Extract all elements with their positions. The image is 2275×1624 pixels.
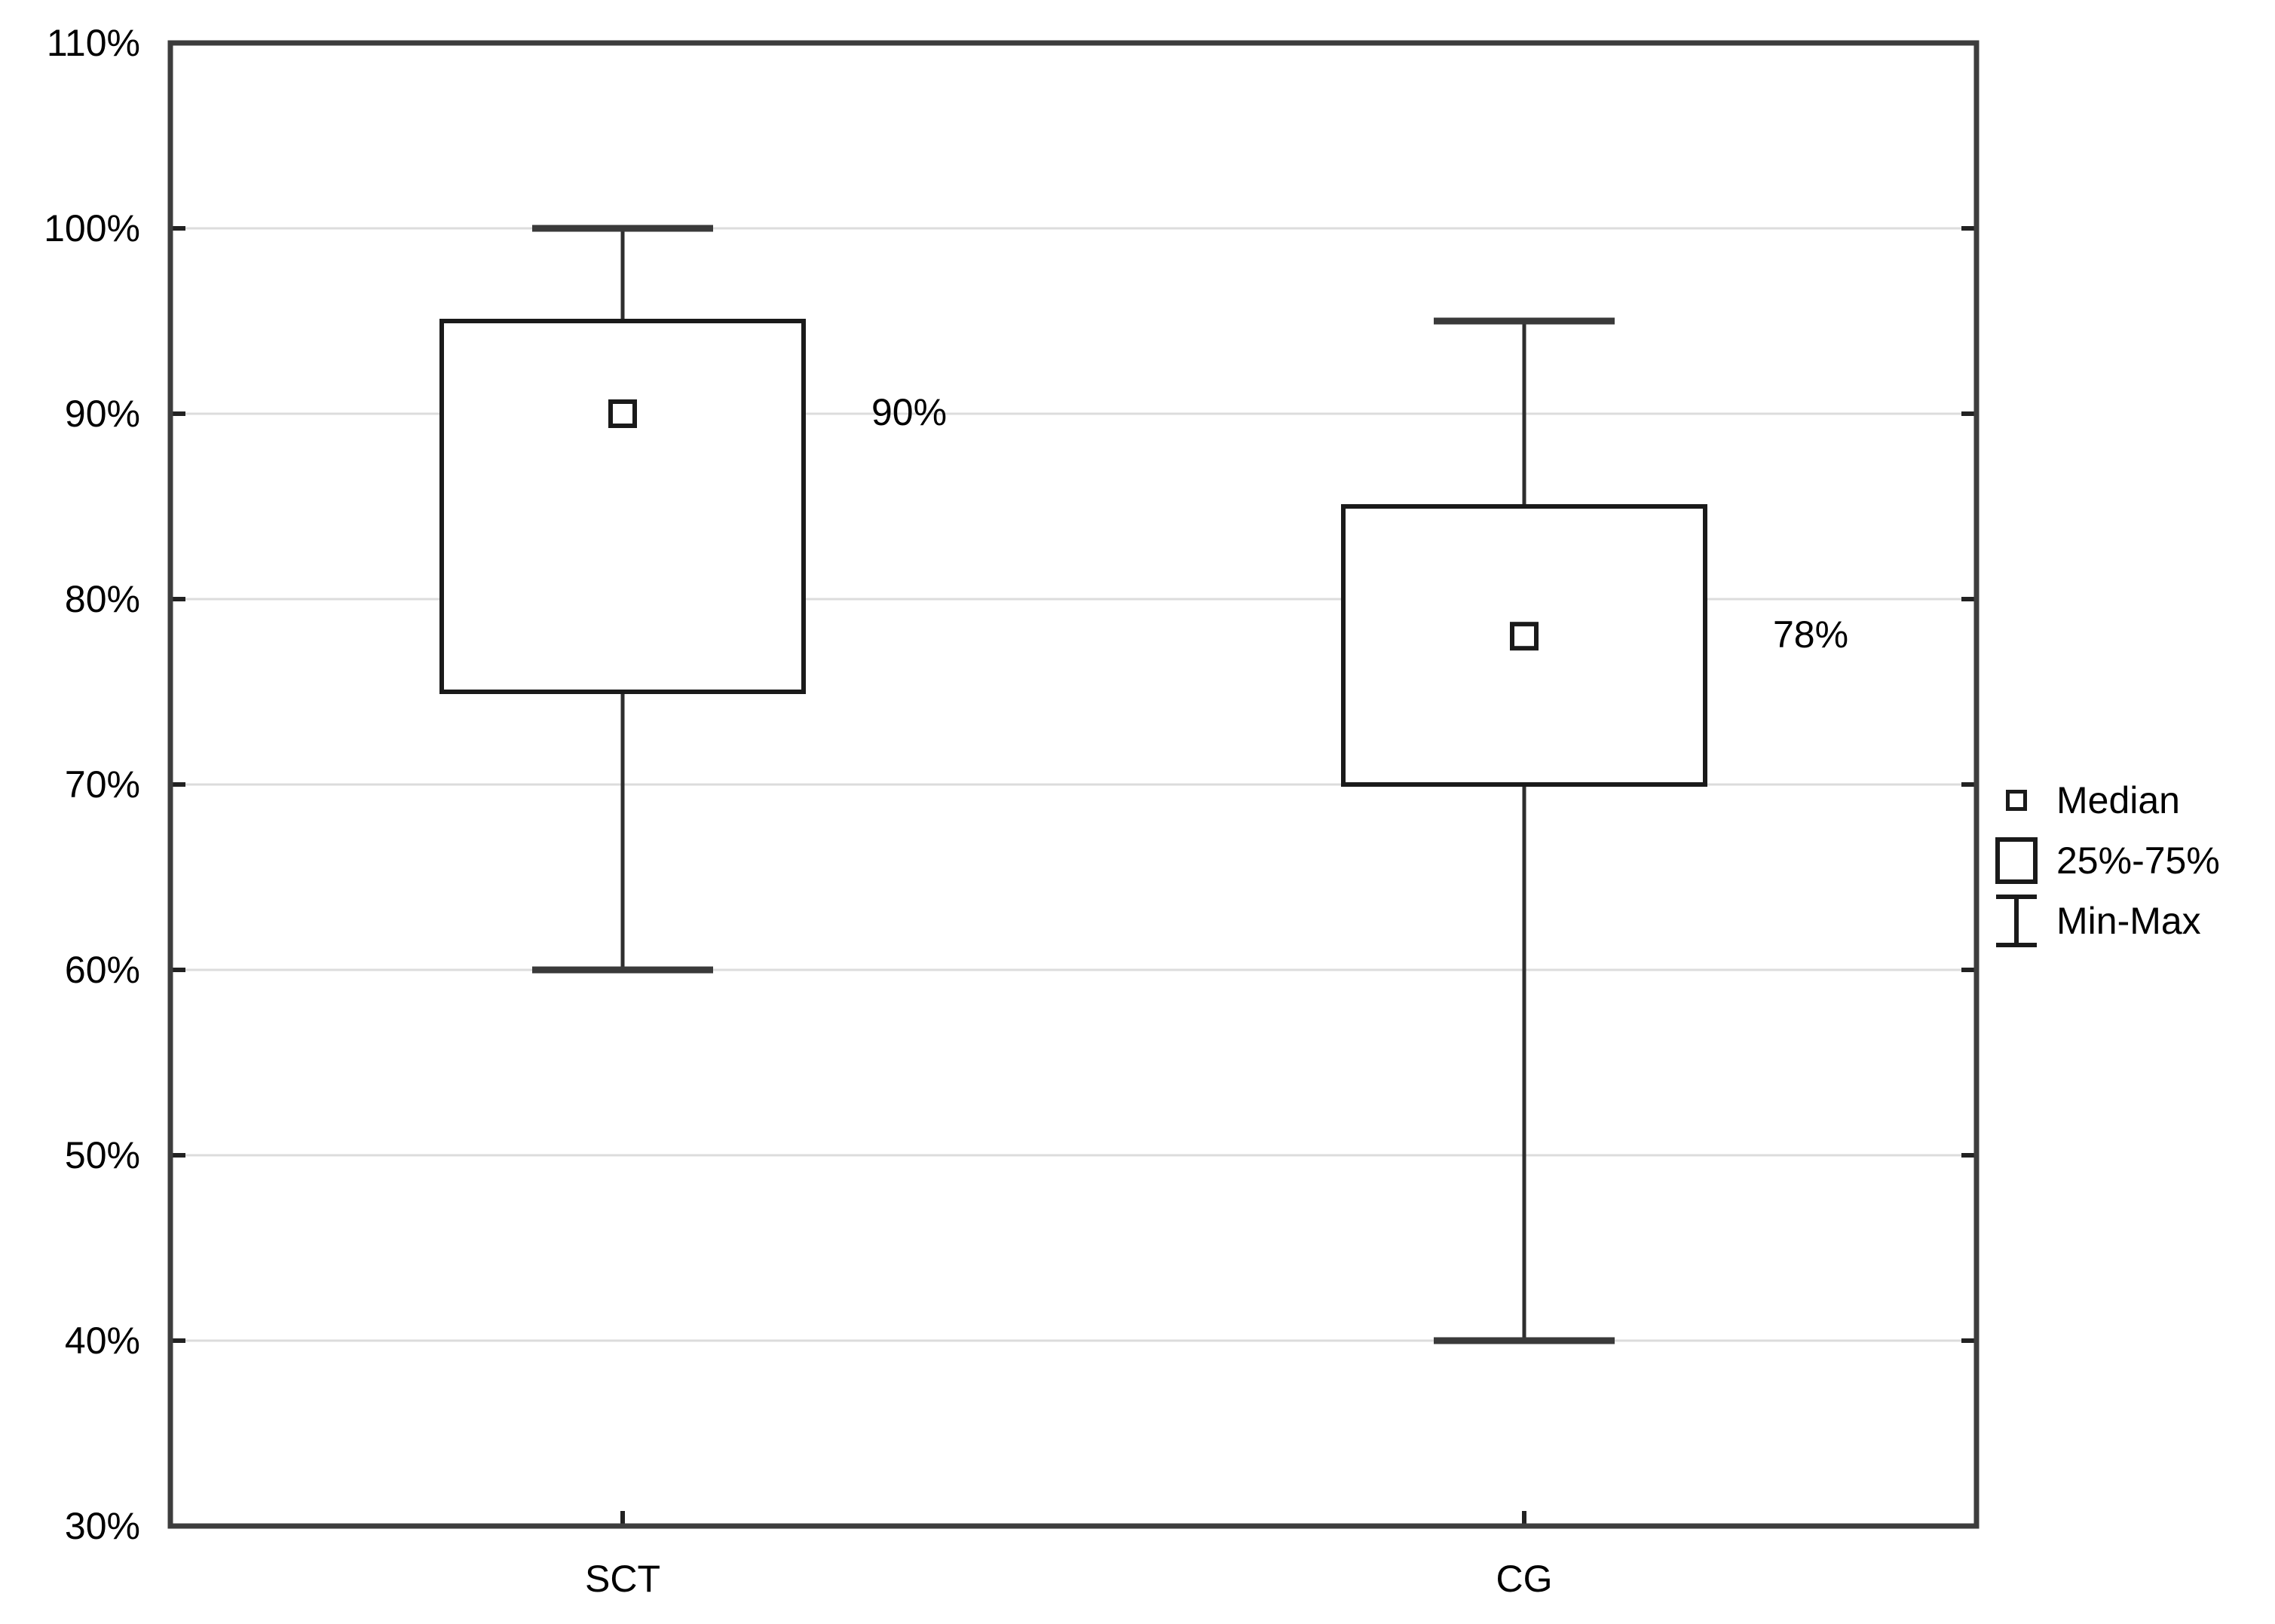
y-tick-label: 50% — [64, 1134, 140, 1176]
median-marker-sct — [608, 399, 637, 428]
y-tick-label: 100% — [44, 207, 140, 249]
y-tick-label: 60% — [64, 949, 140, 991]
quartile-box-icon — [1995, 837, 2038, 884]
x-category-label-sct: SCT — [585, 1558, 660, 1600]
legend-label-quartiles: 25%-75% — [2056, 840, 2220, 882]
iqr-box-sct — [439, 319, 806, 694]
legend-item-quartiles: 25%-75% — [1989, 830, 2220, 891]
x-category-label-cg: CG — [1496, 1558, 1553, 1600]
y-tick-label: 80% — [64, 578, 140, 620]
y-tick-label: 70% — [64, 763, 140, 806]
y-tick-label: 110% — [46, 22, 140, 64]
y-tick-label: 90% — [64, 393, 140, 435]
median-square-icon — [2006, 790, 2027, 811]
y-tick-label: 30% — [64, 1505, 140, 1547]
median-marker-cg — [1510, 622, 1539, 651]
legend: Median 25%-75% Min-Max — [1989, 770, 2220, 951]
plot-border — [167, 40, 1980, 1529]
legend-item-minmax: Min-Max — [1989, 891, 2220, 951]
legend-label-median: Median — [2056, 779, 2180, 821]
median-annotation-cg: 78% — [1773, 613, 1849, 656]
min-max-whisker-icon — [1996, 895, 2037, 947]
legend-label-minmax: Min-Max — [2056, 900, 2201, 942]
iqr-box-cg — [1341, 504, 1707, 787]
y-tick-label: 40% — [64, 1320, 140, 1362]
legend-item-median: Median — [1989, 770, 2220, 830]
median-annotation-sct: 90% — [871, 391, 948, 433]
